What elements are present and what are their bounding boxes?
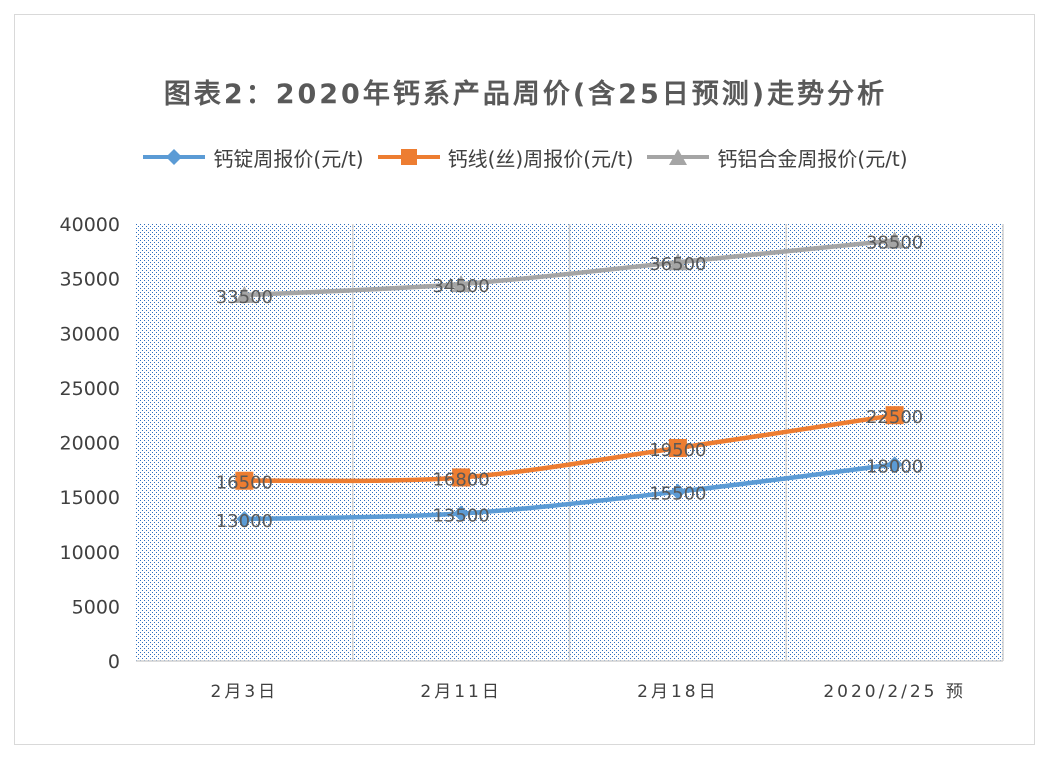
data-point[interactable] bbox=[452, 468, 471, 487]
y-tick-label: 10000 bbox=[60, 542, 120, 564]
y-tick-label: 20000 bbox=[60, 433, 120, 455]
x-tick-label: 2月11日 bbox=[420, 682, 501, 702]
y-tick-label: 25000 bbox=[60, 378, 120, 400]
x-tick-label: 2020/2/25 预 bbox=[823, 682, 966, 702]
data-label: 16500 bbox=[216, 473, 273, 494]
legend-item-alloy[interactable]: 钙铝合金周报价(元/t) bbox=[647, 140, 908, 174]
legend-swatch-ingot bbox=[143, 149, 206, 165]
data-point[interactable] bbox=[886, 456, 903, 473]
legend-swatch-alloy bbox=[647, 149, 710, 165]
series-line-0 bbox=[244, 462, 895, 522]
legend-label-alloy: 钙铝合金周报价(元/t) bbox=[717, 146, 908, 171]
legend-item-wire[interactable]: 钙线(丝)周报价(元/t) bbox=[377, 140, 634, 174]
x-tick-label: 2月3日 bbox=[211, 682, 279, 702]
data-point[interactable] bbox=[668, 438, 687, 457]
legend-label-wire: 钙线(丝)周报价(元/t) bbox=[447, 146, 634, 171]
data-point[interactable] bbox=[669, 483, 686, 500]
data-point[interactable] bbox=[235, 471, 254, 490]
data-label: 13500 bbox=[432, 506, 489, 527]
series-line-2 bbox=[244, 238, 895, 298]
data-label: 15500 bbox=[649, 484, 706, 505]
data-label: 13000 bbox=[216, 511, 273, 532]
y-tick-label: 15000 bbox=[60, 487, 120, 509]
data-point[interactable] bbox=[885, 231, 904, 249]
series-line-1 bbox=[244, 412, 895, 484]
data-point[interactable] bbox=[885, 406, 904, 425]
data-point[interactable] bbox=[452, 275, 471, 293]
data-label: 34500 bbox=[432, 276, 489, 297]
y-tick-label: 5000 bbox=[72, 596, 120, 618]
data-point[interactable] bbox=[453, 505, 470, 522]
x-tick-label: 2月18日 bbox=[637, 682, 718, 702]
data-point[interactable] bbox=[235, 286, 254, 304]
y-tick-label: 30000 bbox=[60, 323, 120, 345]
data-label: 18000 bbox=[866, 456, 923, 477]
chart-title: 图表2：2020年钙系产品周价(含25日预测)走势分析 bbox=[163, 79, 888, 110]
data-label: 33500 bbox=[216, 287, 273, 308]
legend-item-ingot[interactable]: 钙锭周报价(元/t) bbox=[143, 140, 364, 174]
y-tick-label: 35000 bbox=[60, 269, 120, 291]
data-point[interactable] bbox=[668, 253, 687, 271]
legend-label-ingot: 钙锭周报价(元/t) bbox=[213, 146, 364, 171]
legend-swatch-wire bbox=[377, 149, 440, 165]
legend: 钙锭周报价(元/t) 钙线(丝)周报价(元/t) 钙铝合金周报价(元/t) bbox=[0, 140, 1051, 174]
data-label: 22500 bbox=[866, 407, 923, 428]
data-label: 38500 bbox=[866, 232, 923, 253]
data-label: 36500 bbox=[649, 254, 706, 275]
data-label: 19500 bbox=[649, 440, 706, 461]
y-tick-label: 40000 bbox=[60, 214, 120, 236]
data-label: 16800 bbox=[432, 469, 489, 490]
data-point[interactable] bbox=[236, 510, 253, 527]
y-tick-label: 0 bbox=[108, 651, 120, 673]
